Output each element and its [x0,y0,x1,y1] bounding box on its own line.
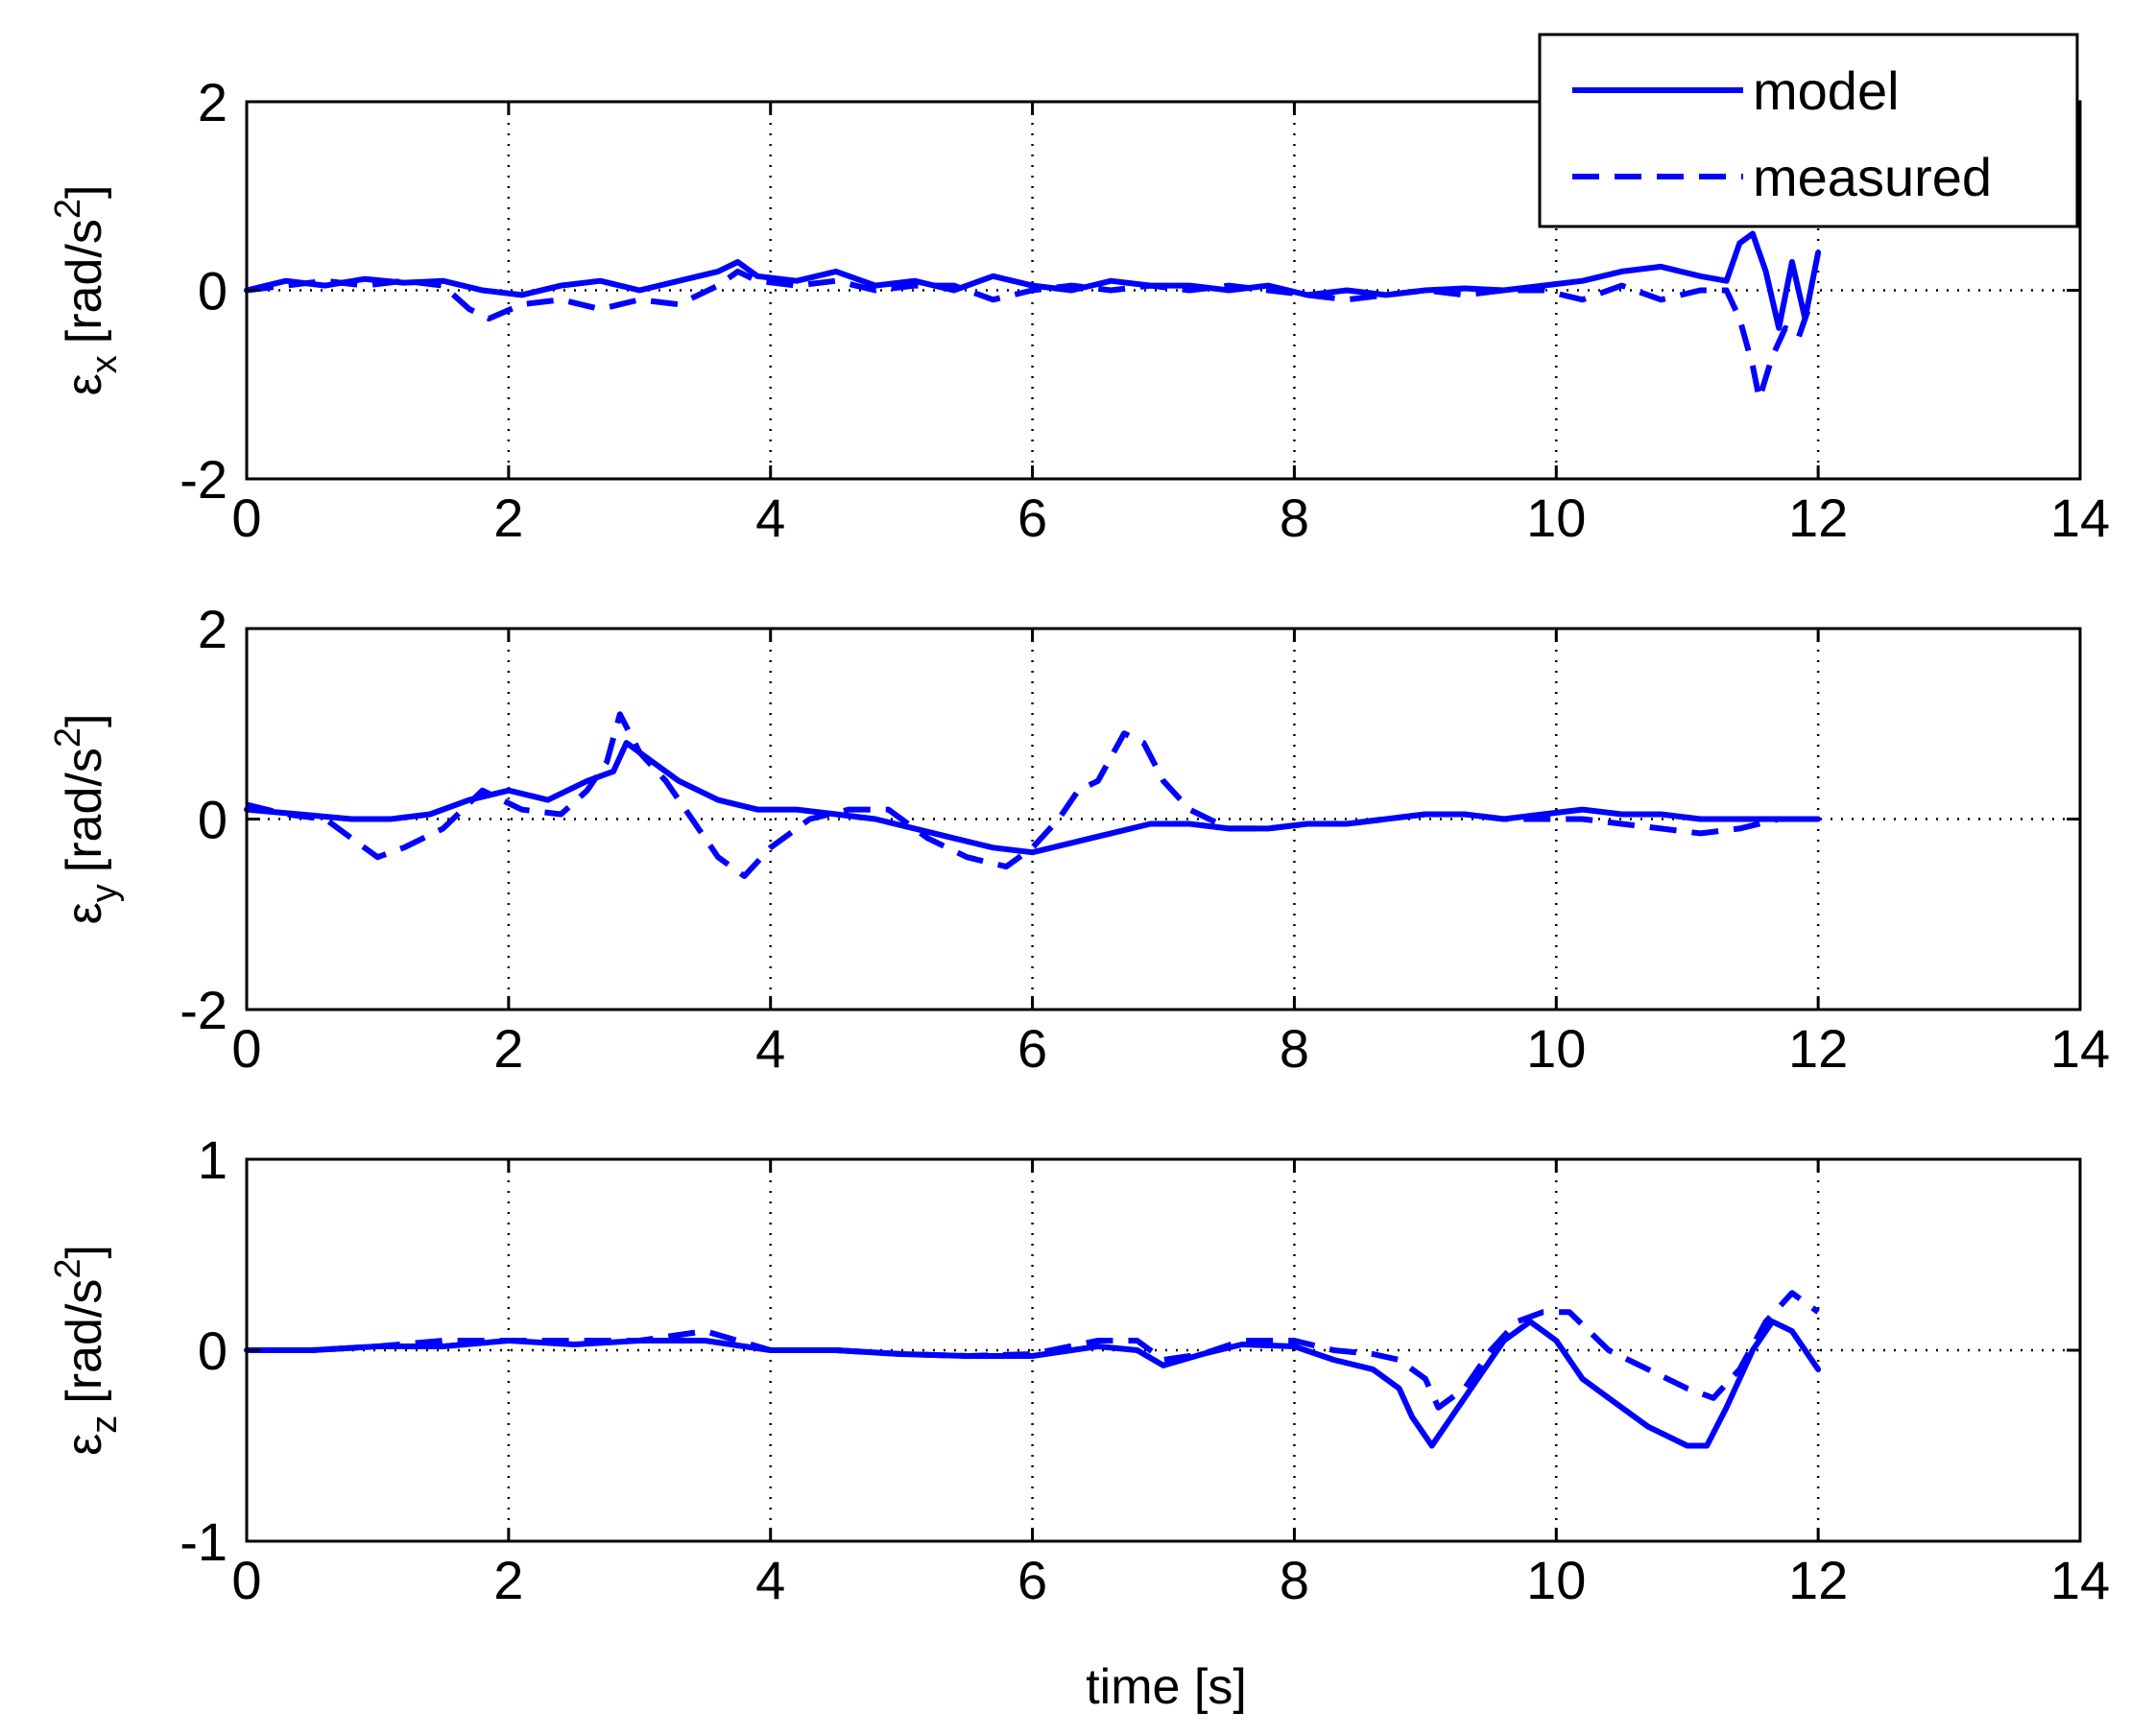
x-tick-label: 6 [1017,1018,1047,1079]
legend-label-measured: measured [1753,147,1992,207]
y-axis-label-close: ] [57,1245,112,1258]
y-tick-label: 1 [198,1130,227,1190]
series-model-ex [244,230,1822,331]
x-tick-label: 12 [1788,1550,1848,1610]
x-tick-label: 2 [493,488,523,548]
y-axis-label-unit: [rad/s [57,748,112,872]
x-tick-label: 2 [493,1550,523,1610]
legend-label-model: model [1753,60,1900,121]
x-tick-label: 12 [1788,488,1848,548]
legend: model measured [1538,33,2079,228]
y-tick-label: -1 [179,1511,227,1572]
y-axis-label-power: 2 [48,1259,88,1279]
y-axis-label-symbol: ε [57,902,112,924]
y-axis-label-subscript: x [84,355,125,373]
x-tick-label: 4 [755,488,785,548]
x-tick-label: 10 [1526,488,1586,548]
x-tick-label: 8 [1280,488,1309,548]
y-tick-label: 2 [198,72,227,132]
x-tick-label: 0 [231,488,261,548]
x-tick-label: 14 [2050,1018,2110,1079]
series-measured-ey [246,711,1819,879]
y-axis-label-subscript: z [84,1415,125,1434]
y-axis-label: εx [rad/s2] [48,185,125,396]
x-tick-label: 0 [231,1550,261,1610]
y-tick-label: 0 [198,261,227,321]
x-tick-label: 8 [1280,1018,1309,1079]
series-measured-ez [247,1290,1820,1411]
x-tick-label: 6 [1017,1550,1047,1610]
x-axis-label: time [s] [1086,1659,1247,1715]
x-tick-label: 14 [2050,488,2110,548]
x-tick-label: 14 [2050,1550,2110,1610]
y-axis-label: εz [rad/s2] [48,1245,125,1456]
legend-box [1538,33,2079,228]
x-tick-label: 4 [755,1018,785,1079]
y-tick-label: 0 [198,790,227,850]
series-model-ey [244,740,1822,856]
x-tick-label: 10 [1526,1550,1586,1610]
y-axis-label-close: ] [57,714,112,727]
y-axis-label-close: ] [57,185,112,199]
x-tick-label: 2 [493,1018,523,1079]
x-tick-label: 0 [231,1018,261,1079]
y-tick-label: -2 [179,980,227,1040]
x-tick-label: 4 [755,1550,785,1610]
y-axis-label: εy [rad/s2] [48,714,125,925]
x-tick-label: 12 [1788,1018,1848,1079]
y-axis-label-unit: [rad/s [57,219,112,344]
y-tick-label: 0 [198,1320,227,1381]
series-model-ez [244,1319,1822,1449]
y-axis-label-symbol: ε [57,1434,112,1456]
y-axis-label-symbol: ε [57,373,112,395]
y-axis-label-power: 2 [48,727,88,748]
y-tick-label: 2 [198,599,227,659]
x-tick-label: 6 [1017,488,1047,548]
y-axis-label-unit: [rad/s [57,1279,112,1404]
y-axis-label-power: 2 [48,199,88,219]
x-tick-label: 10 [1526,1018,1586,1079]
y-tick-label: -2 [179,449,227,510]
series-measured-ex [246,268,1815,402]
x-tick-label: 8 [1280,1550,1309,1610]
y-axis-label-subscript: y [84,884,125,902]
